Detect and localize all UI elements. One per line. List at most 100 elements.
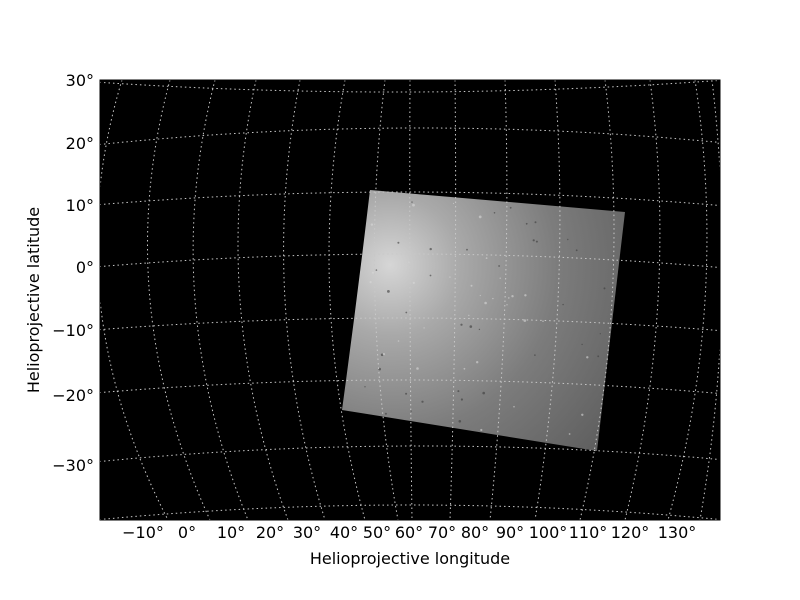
- image-speckle: [525, 222, 528, 225]
- image-speckle: [382, 353, 385, 356]
- image-speckle: [397, 340, 400, 342]
- image-speckle: [575, 249, 578, 252]
- image-speckle: [524, 294, 527, 297]
- image-speckle: [479, 294, 481, 297]
- y-tick-label: −10°: [52, 321, 94, 340]
- y-tick-label: 20°: [66, 134, 94, 153]
- y-tick-label: 0°: [76, 258, 94, 277]
- y-tick-label: 30°: [66, 71, 94, 90]
- image-speckle: [463, 367, 466, 370]
- latitude-gridline: [100, 379, 720, 395]
- plot-frame: [99, 79, 721, 521]
- solar-image-patch: [342, 190, 625, 451]
- image-speckle: [408, 261, 410, 263]
- image-speckle: [513, 405, 515, 408]
- image-speckle: [476, 361, 479, 364]
- image-speckle: [532, 239, 535, 242]
- image-speckle: [603, 287, 606, 290]
- longitude-gridline: [409, 80, 413, 520]
- image-speckle: [499, 277, 501, 279]
- image-speckle: [423, 327, 425, 329]
- longitude-gridline: [237, 80, 289, 520]
- x-tick-label: 30°: [293, 523, 321, 542]
- latitude-gridline: [100, 253, 720, 269]
- image-speckle: [478, 328, 481, 331]
- latitude-gridline: [100, 127, 720, 145]
- image-speckle: [449, 276, 451, 278]
- x-tick-label: −10°: [122, 523, 164, 542]
- image-speckle: [509, 206, 512, 209]
- x-tick-label: 90°: [496, 523, 524, 542]
- x-tick-label: 80°: [461, 523, 489, 542]
- image-speckle: [369, 281, 372, 284]
- image-speckle: [599, 333, 601, 335]
- image-speckle: [460, 398, 463, 401]
- y-tick-labels: 30° 20° 10° 0° −10° −20° −30°: [52, 71, 94, 475]
- image-speckle: [405, 311, 408, 314]
- image-speckle: [458, 420, 462, 423]
- longitude-gridline: [489, 80, 508, 520]
- image-speckle: [542, 320, 544, 323]
- image-speckle: [468, 314, 470, 317]
- image-speckle: [508, 297, 510, 299]
- image-speckle: [482, 391, 486, 395]
- x-axis-label: Helioprojective longitude: [310, 549, 510, 568]
- image-speckle: [493, 212, 496, 214]
- image-speckle: [485, 257, 488, 259]
- x-tick-labels: −10° 0° 10° 20° 30° 40° 50° 60° 70° 80° 90° 100° 110…: [122, 523, 696, 542]
- image-speckle: [506, 304, 508, 306]
- y-tick-label: −30°: [52, 456, 94, 475]
- image-speckle: [457, 390, 460, 393]
- image-speckle: [429, 247, 432, 251]
- image-speckle: [466, 248, 468, 251]
- image-speckle: [498, 265, 500, 267]
- image-speckle: [523, 319, 527, 322]
- image-speckle: [492, 297, 494, 300]
- latitude-gridline: [100, 504, 720, 520]
- image-speckle: [511, 295, 514, 298]
- image-speckle: [470, 284, 473, 287]
- x-tick-label: 60°: [395, 523, 423, 542]
- image-speckle: [581, 413, 584, 416]
- latitude-gridline: [100, 80, 720, 93]
- longitude-gridline: [283, 80, 326, 520]
- x-tick-label: 130°: [658, 523, 697, 542]
- longitude-gridline: [100, 80, 169, 520]
- image-speckle: [484, 301, 487, 305]
- x-tick-label: 40°: [330, 523, 358, 542]
- coordinate-grid: [100, 80, 720, 520]
- image-speckle: [421, 400, 424, 403]
- x-tick-label: 70°: [428, 523, 456, 542]
- image-speckle: [478, 215, 482, 219]
- longitude-gridline: [192, 80, 249, 520]
- latitude-gridline: [100, 445, 720, 463]
- image-speckle: [597, 355, 600, 358]
- image-speckle: [480, 428, 483, 432]
- image-speckle: [452, 202, 455, 205]
- x-tick-label: 10°: [217, 523, 245, 542]
- image-speckle: [370, 223, 374, 226]
- longitude-gridline: [449, 80, 457, 520]
- image-speckle: [568, 433, 571, 435]
- image-speckle: [371, 271, 374, 274]
- image-speckle: [586, 356, 589, 359]
- image-speckle: [562, 303, 564, 306]
- image-speckle: [535, 240, 538, 243]
- y-tick-label: −20°: [52, 386, 94, 405]
- image-speckle: [397, 241, 400, 244]
- latitude-gridline: [100, 191, 720, 207]
- y-axis-label: Helioprojective latitude: [24, 207, 43, 393]
- image-speckles: [364, 201, 606, 435]
- image-speckle: [460, 323, 463, 326]
- x-tick-label: 20°: [256, 523, 284, 542]
- image-speckle: [375, 269, 378, 271]
- image-speckle: [364, 386, 366, 388]
- image-speckle: [534, 354, 536, 356]
- image-speckle: [405, 392, 408, 395]
- image-speckle: [412, 281, 415, 284]
- latitude-gridline: [100, 317, 720, 332]
- image-speckle: [469, 325, 473, 328]
- x-tick-label: 110°: [569, 523, 608, 542]
- image-speckle: [429, 274, 432, 277]
